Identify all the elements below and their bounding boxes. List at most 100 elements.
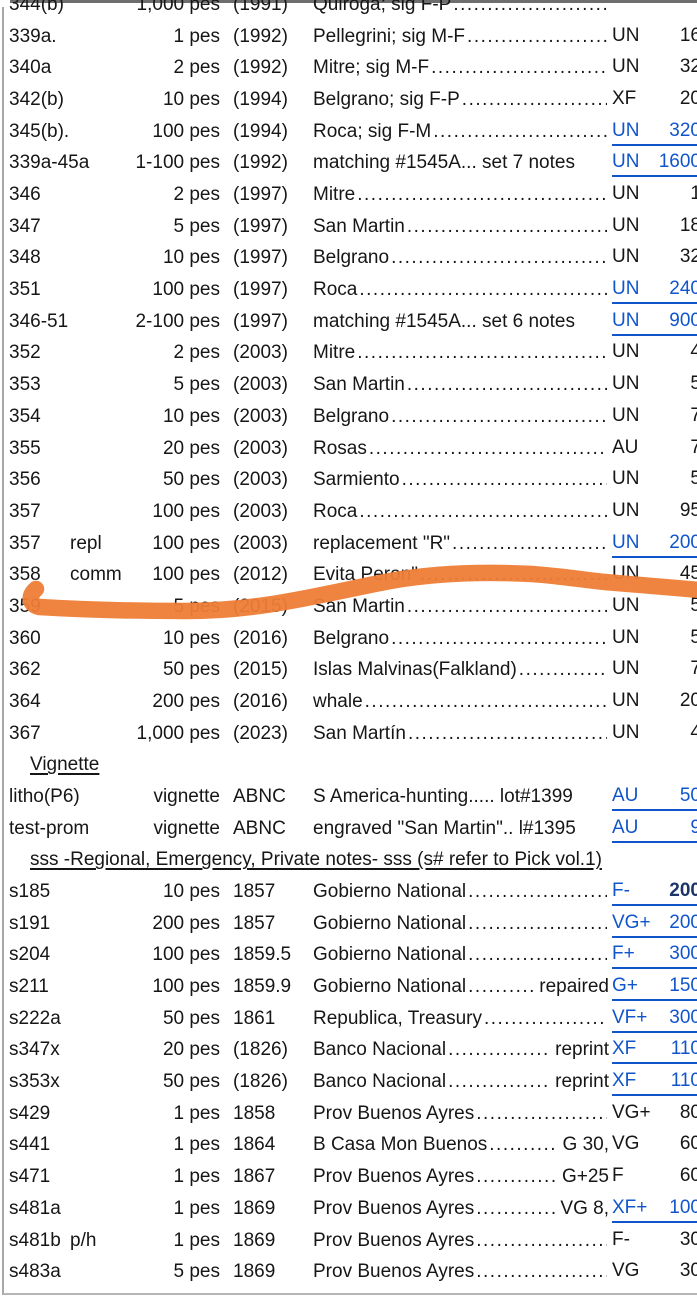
denomination: 100 pes: [152, 976, 220, 998]
grade-price: VG+ 80: [612, 1100, 697, 1126]
leader-dots: ........................................…: [359, 500, 607, 522]
section-header-label: sss -Regional, Emergency, Private notes-…: [30, 849, 602, 871]
price: 300: [669, 1006, 697, 1028]
grade-price-link[interactable]: AU 9: [612, 815, 697, 843]
year: 1858: [233, 1102, 276, 1124]
year: 1869: [233, 1229, 276, 1251]
price: 60: [679, 1133, 697, 1155]
description-text: Pellegrini; sig M-F: [313, 25, 466, 47]
catalog-number: test-prom: [9, 817, 90, 839]
description-text: Mitre; sig M-F: [313, 57, 430, 79]
grade: UN: [612, 721, 640, 743]
year: (1991): [233, 0, 288, 15]
denomination: 50 pes: [162, 659, 220, 681]
grade-price-link[interactable]: XF 110: [612, 1036, 697, 1065]
denomination: 50 pes: [162, 1071, 220, 1093]
table-row: 364 200 pes (2016) whale...................…: [0, 686, 697, 718]
leader-dots: ........................................…: [476, 1102, 607, 1124]
catalog-number: 358: [9, 564, 41, 586]
year: (1994): [233, 89, 288, 111]
section-header-row: Vignette: [0, 749, 697, 781]
year: 1869: [233, 1197, 276, 1219]
year: (1826): [233, 1071, 288, 1093]
description-text: Prov Buenos Ayres: [313, 1261, 475, 1283]
description-text: Quiroga; sig F-P: [313, 0, 452, 15]
grade-price-link[interactable]: VG+ 200: [612, 910, 697, 938]
denomination: vignette: [153, 786, 220, 807]
grade-price-link[interactable]: XF+ 100: [612, 1195, 697, 1223]
leader-dots: ........................................…: [483, 1007, 607, 1029]
grade-price-link[interactable]: XF 110: [612, 1068, 697, 1097]
description-text: Rosas: [313, 437, 367, 459]
grade-price-link[interactable]: UN 1600: [612, 149, 697, 178]
price: 4: [690, 721, 697, 743]
grade: UN: [612, 563, 640, 585]
grade-price: VG 30: [612, 1258, 697, 1284]
grade-price-link[interactable]: UN 900: [612, 308, 697, 336]
description-text: Mitre: [313, 184, 356, 206]
denomination: 100 pes: [152, 944, 220, 966]
price: 45: [679, 563, 697, 585]
table-row: 360 10 pes (2016) Belgrano.................…: [0, 623, 697, 655]
table-row: s185 10 pes 1857 Gobierno National.........…: [0, 876, 697, 908]
grade-price: UN 7: [612, 403, 697, 429]
description-tail: reprint: [555, 1071, 609, 1093]
grade-price-link[interactable]: F+ 300: [612, 941, 697, 970]
description-text: San Martin: [313, 595, 405, 617]
leader-dots: ........................................…: [448, 1071, 550, 1093]
table-row: 357 repl 100 pes (2003) replacement "R".....…: [0, 528, 697, 560]
description: B Casa Mon Buenos.......................…: [313, 1129, 609, 1161]
denomination: 1,000 pes: [136, 0, 220, 15]
year: (1997): [233, 184, 288, 206]
price: 1600: [658, 151, 697, 173]
denomination: 20 pes: [162, 437, 220, 459]
catalog-number: 355: [9, 437, 41, 459]
description: San Martin..............................…: [313, 211, 609, 243]
description-text: Sarmiento: [313, 469, 400, 491]
grade-price-link[interactable]: UN 320: [612, 118, 697, 146]
leader-dots: ........................................…: [433, 120, 607, 142]
grade: UN: [612, 658, 640, 680]
grade-price: UN 5: [612, 466, 697, 492]
catalog-number: s347x: [9, 1039, 60, 1061]
description-text: Prov Buenos Ayres: [313, 1229, 475, 1251]
leader-dots: ........................................…: [357, 184, 607, 206]
catalog-number: 352: [9, 342, 41, 364]
grade-price-link[interactable]: AU 50: [612, 783, 697, 811]
denomination: 1 pes: [173, 1229, 220, 1251]
table-row: 359 5 pes (2015) San Martin................…: [0, 591, 697, 623]
year: (1992): [233, 25, 288, 47]
description: Mitre...................................…: [313, 179, 609, 211]
table-row: 339a-45a 1-100 pes (1992) matching #1545A..…: [0, 147, 697, 179]
catalog-number: s204: [9, 944, 51, 966]
grade: F: [612, 1165, 624, 1187]
grade-price-link[interactable]: UN 240: [612, 276, 697, 305]
description: Republica, Treasury.....................…: [313, 1003, 609, 1035]
description: whale...................................…: [313, 686, 609, 718]
grade-price-link[interactable]: F- 200: [612, 878, 697, 907]
table-row: 353 5 pes (2003) San Martin................…: [0, 369, 697, 401]
grade-price: UN 4: [612, 720, 697, 746]
top-border-line: [10, 0, 697, 3]
leader-dots: ........................................…: [401, 469, 607, 491]
description-tail: G+25: [561, 1166, 609, 1188]
grade-price-link[interactable]: G+ 150: [612, 973, 697, 1002]
left-border-line: [2, 7, 4, 1295]
grade-price-link[interactable]: VF+ 300: [612, 1005, 697, 1033]
table-row: 357 100 pes (2003) Roca....................…: [0, 496, 697, 528]
description: Mitre; sig M-F..........................…: [313, 52, 609, 84]
description-text: Islas Malvinas(Falkland): [313, 659, 517, 681]
grade-price-link[interactable]: UN 200: [612, 530, 697, 558]
catalog-number: 347: [9, 215, 41, 237]
denomination: 100 pes: [152, 279, 220, 301]
catalog-number: 339a.: [9, 25, 57, 47]
description: Roca....................................…: [313, 274, 609, 306]
denomination: 1 pes: [173, 1166, 220, 1188]
description: San Martin..............................…: [313, 591, 609, 623]
price: 1: [690, 183, 697, 205]
table-row: 355 20 pes (2003) Rosas....................…: [0, 433, 697, 465]
description: Gobierno National.......................…: [313, 908, 609, 940]
denomination: 10 pes: [162, 247, 220, 269]
grade: UN: [612, 341, 640, 363]
leader-dots: ........................................…: [368, 437, 607, 459]
